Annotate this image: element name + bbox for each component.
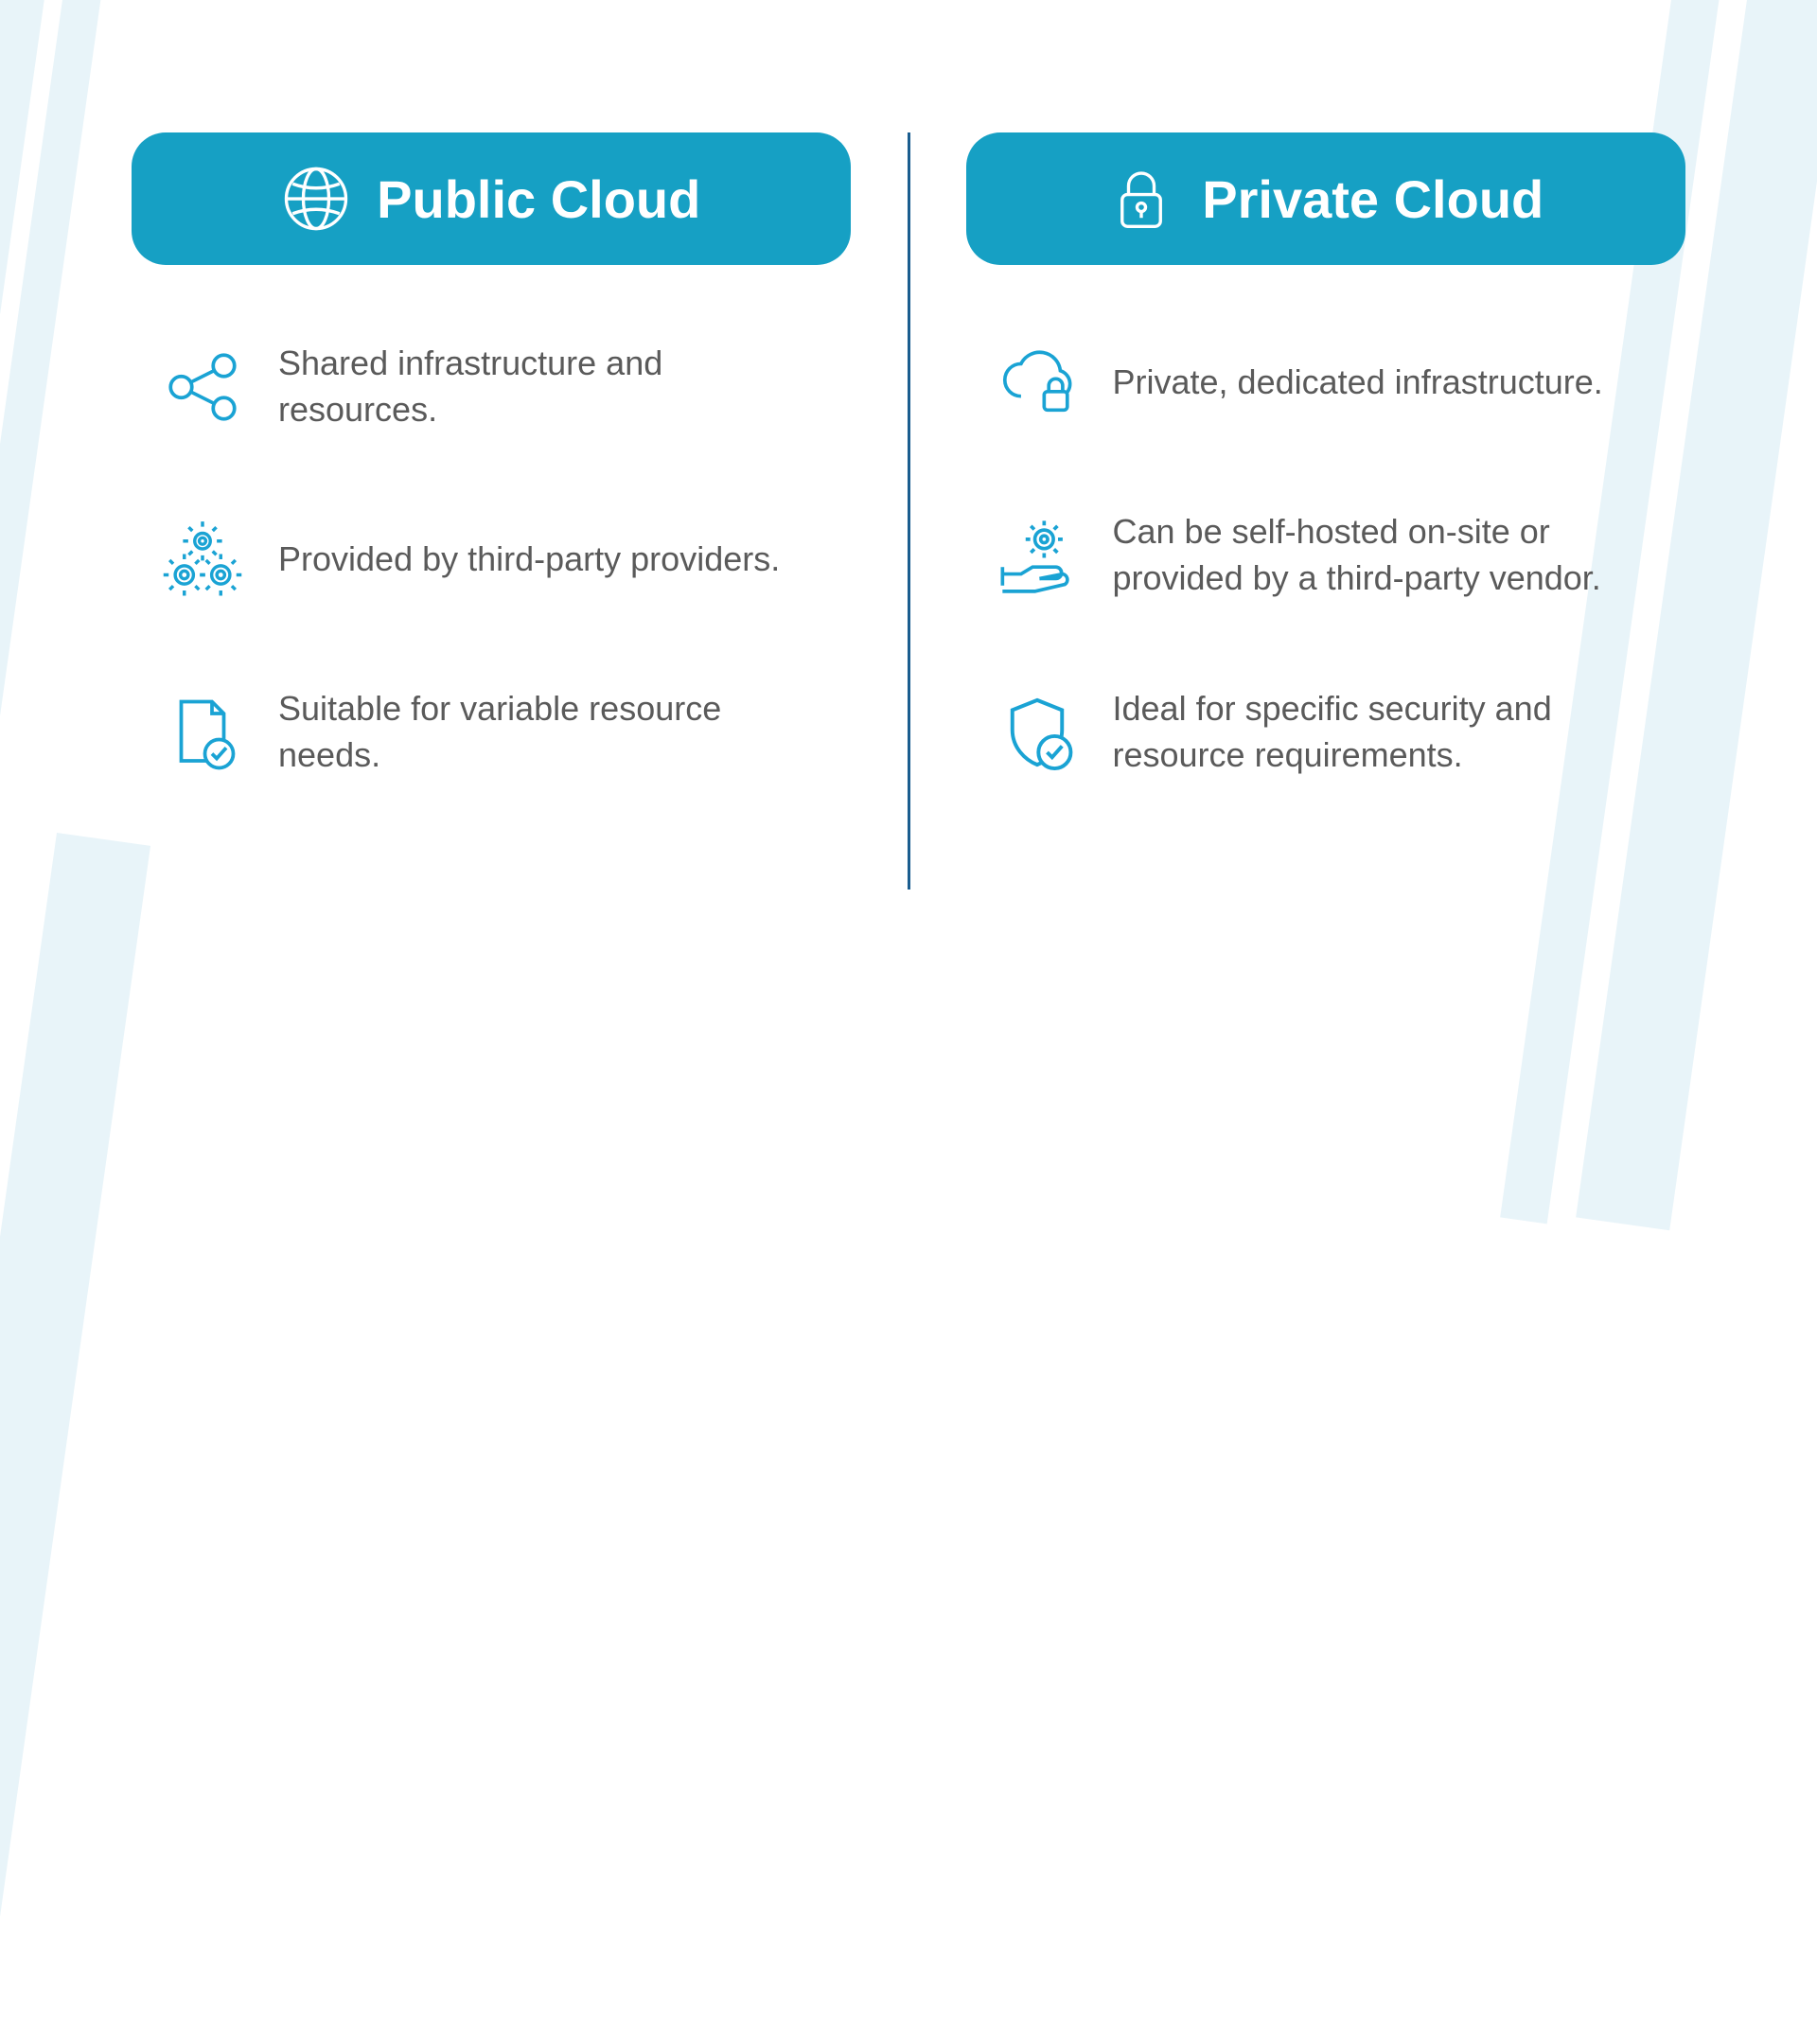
private-cloud-title: Private Cloud: [1202, 168, 1544, 230]
item-text: Suitable for variable resource needs.: [278, 686, 822, 778]
share-icon: [161, 345, 244, 429]
shield-check-icon: [996, 691, 1079, 774]
gears-icon: [161, 518, 244, 601]
item-text: Provided by third-party providers.: [278, 537, 780, 583]
item-text: Ideal for specific security and resource…: [1113, 686, 1657, 778]
list-item: Can be self-hosted on-site or provided b…: [996, 509, 1657, 601]
item-text: Shared infrastructure and resources.: [278, 341, 822, 432]
private-cloud-items: Private, dedicated infrastructure. Can b…: [929, 341, 1723, 778]
globe-icon: [282, 165, 350, 233]
list-item: Provided by third-party providers.: [161, 518, 822, 601]
comparison-container: Public Cloud Shared infrastructure and r…: [0, 0, 1817, 1022]
list-item: Ideal for specific security and resource…: [996, 686, 1657, 778]
private-cloud-header: Private Cloud: [966, 132, 1685, 265]
lock-icon: [1107, 165, 1175, 233]
file-check-icon: [161, 691, 244, 774]
public-cloud-column: Public Cloud Shared infrastructure and r…: [95, 132, 889, 890]
hand-gear-icon: [996, 514, 1079, 597]
public-cloud-title: Public Cloud: [377, 168, 700, 230]
private-cloud-column: Private Cloud Private, dedicated infrast…: [929, 132, 1723, 890]
vertical-divider: [908, 132, 910, 890]
public-cloud-header: Public Cloud: [132, 132, 851, 265]
cloud-lock-icon: [996, 341, 1079, 424]
item-text: Private, dedicated infrastructure.: [1113, 360, 1603, 406]
list-item: Shared infrastructure and resources.: [161, 341, 822, 432]
item-text: Can be self-hosted on-site or provided b…: [1113, 509, 1657, 601]
list-item: Suitable for variable resource needs.: [161, 686, 822, 778]
list-item: Private, dedicated infrastructure.: [996, 341, 1657, 424]
public-cloud-items: Shared infrastructure and resources.: [95, 341, 889, 778]
